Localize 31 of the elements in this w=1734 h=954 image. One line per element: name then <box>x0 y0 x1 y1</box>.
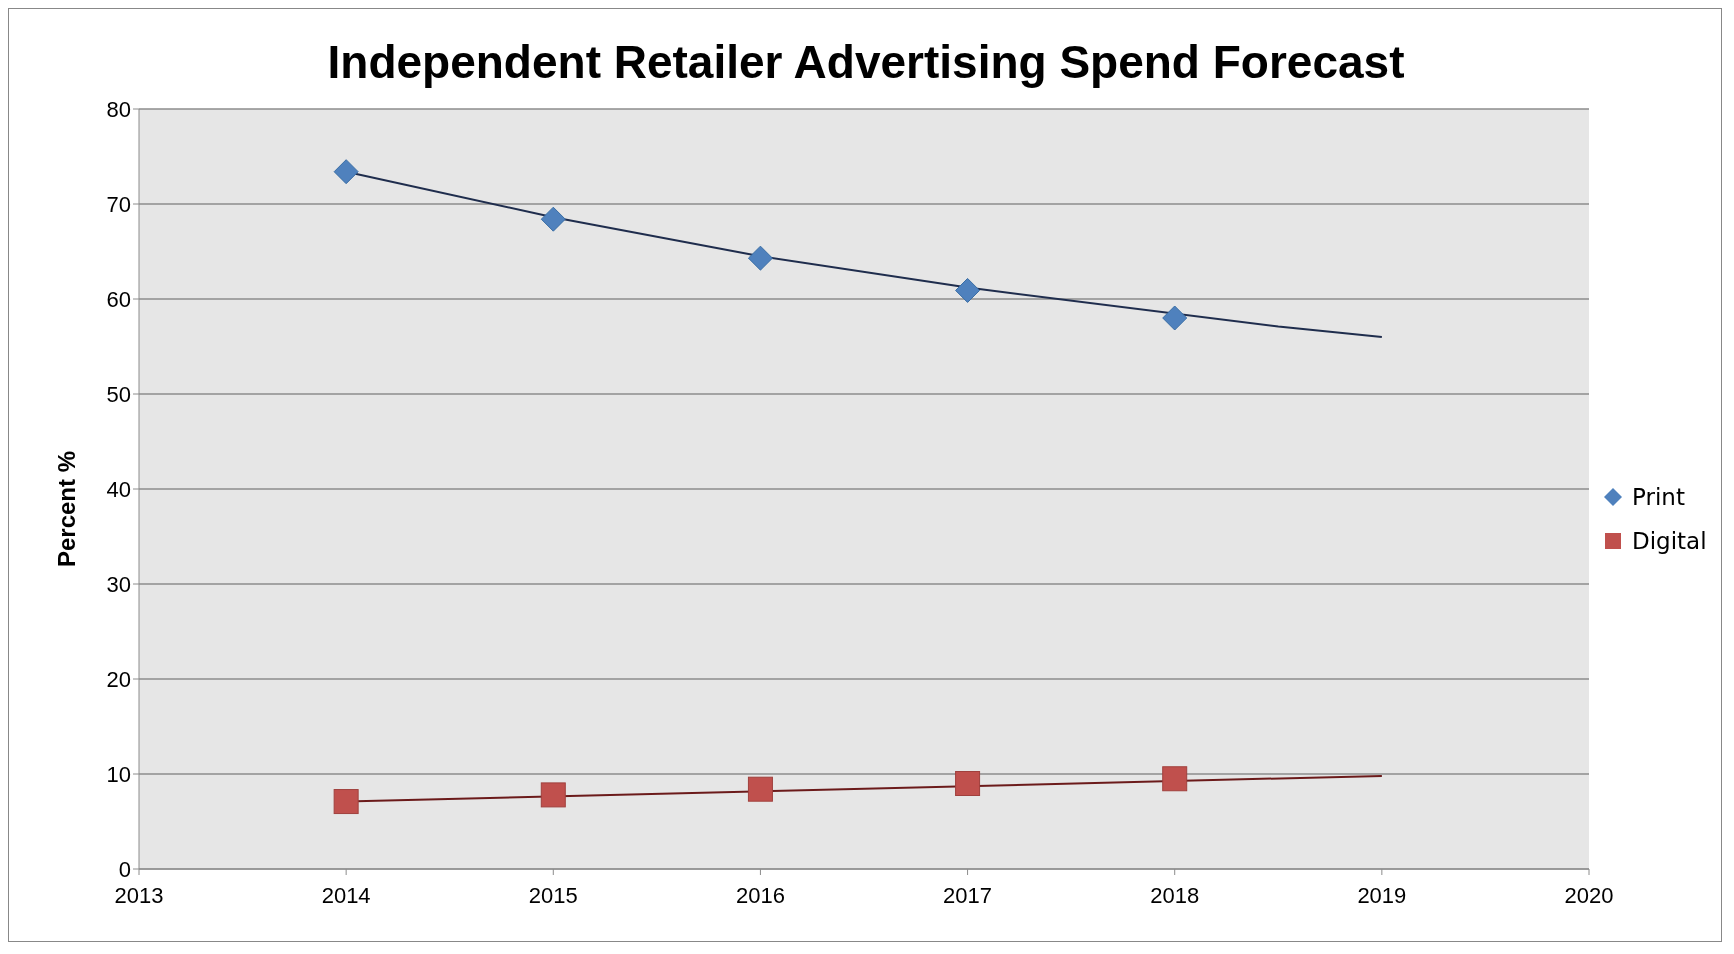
x-tick-label: 2016 <box>735 882 785 908</box>
y-tick-label: 80 <box>106 96 131 122</box>
y-tick-label: 40 <box>106 476 131 502</box>
y-tick-label: 10 <box>106 761 131 787</box>
point <box>747 776 773 802</box>
point <box>333 789 359 815</box>
x-tick-label: 2019 <box>1357 882 1407 908</box>
x-tick-label: 2013 <box>114 882 164 908</box>
legend-label: Print <box>1632 484 1685 510</box>
point <box>540 206 566 232</box>
x-tick-label: 2014 <box>321 882 371 908</box>
x-tick-label: 2017 <box>943 882 993 908</box>
y-tick-label: 50 <box>106 381 131 407</box>
legend-label: Digital <box>1632 528 1707 554</box>
point <box>540 782 566 808</box>
point <box>747 245 773 271</box>
x-tick-label: 2018 <box>1150 882 1200 908</box>
x-tick-label: 2020 <box>1564 882 1614 908</box>
point <box>333 159 359 185</box>
point <box>955 277 981 303</box>
y-tick-label: 70 <box>106 191 131 217</box>
point <box>955 771 981 796</box>
point <box>1162 305 1188 331</box>
y-tick-label: 0 <box>118 856 131 882</box>
y-tick-label: 20 <box>106 666 131 692</box>
y-axis-title: Percent % <box>53 450 81 568</box>
point <box>1162 766 1188 792</box>
y-tick-label: 60 <box>106 286 131 312</box>
chart-title: Independent Retailer Advertising Spend Forecast <box>326 35 1406 89</box>
x-tick-label: 2015 <box>528 882 578 908</box>
y-tick-label: 30 <box>106 571 131 597</box>
